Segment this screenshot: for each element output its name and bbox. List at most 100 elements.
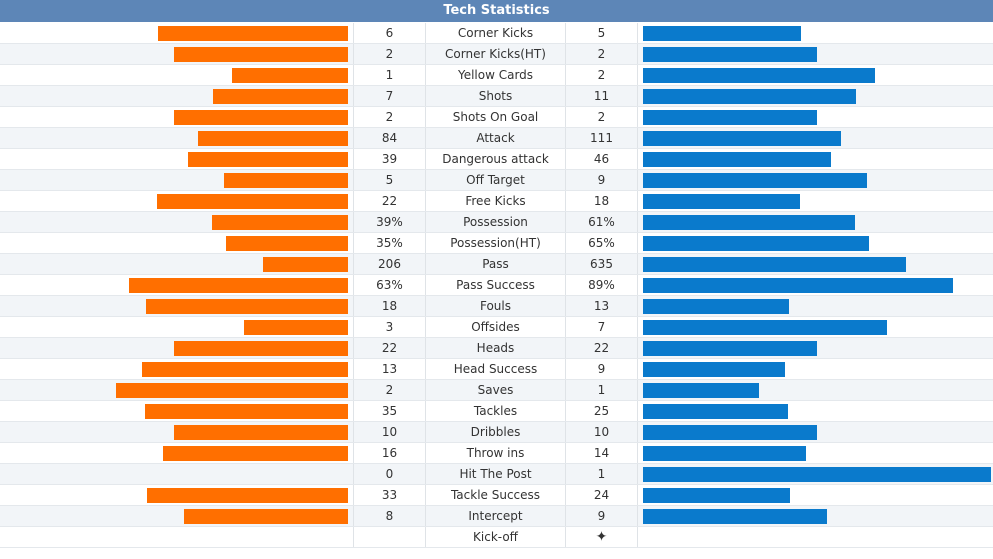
away-bar (643, 131, 841, 146)
home-bar (174, 425, 348, 440)
away-bar-cell (637, 296, 993, 317)
away-bar (643, 404, 788, 419)
home-bar-cell (0, 296, 353, 317)
home-bar (147, 488, 348, 503)
home-bar (116, 383, 348, 398)
stat-row-yellow-cards: 1 Yellow Cards 2 (0, 65, 993, 86)
stat-name: Heads (425, 338, 566, 359)
away-bar (643, 68, 875, 83)
stat-row-free-kicks: 22 Free Kicks 18 (0, 191, 993, 212)
home-bar (174, 341, 348, 356)
away-bar-cell (637, 443, 993, 464)
stat-name: Fouls (425, 296, 566, 317)
stat-row-possession: 39% Possession 61% (0, 212, 993, 233)
away-bar-cell (637, 44, 993, 65)
away-bar (643, 215, 855, 230)
home-bar (146, 299, 348, 314)
home-bar (163, 446, 348, 461)
away-bar (643, 341, 817, 356)
home-value: 84 (353, 128, 425, 149)
stats-table: 6 Corner Kicks 5 2 Corner Kicks(HT) 2 1 Yellow … (0, 23, 993, 548)
home-value: 22 (353, 191, 425, 212)
stat-row-pass-success: 63% Pass Success 89% (0, 275, 993, 296)
home-value: 1 (353, 65, 425, 86)
stat-name: Hit The Post (425, 464, 566, 485)
away-bar-cell (637, 149, 993, 170)
stat-name: Dangerous attack (425, 149, 566, 170)
home-bar-cell (0, 170, 353, 191)
away-bar (643, 152, 831, 167)
home-bar-cell (0, 254, 353, 275)
home-value: 2 (353, 44, 425, 65)
home-bar-cell (0, 443, 353, 464)
home-bar-cell (0, 86, 353, 107)
stat-name: Possession (425, 212, 566, 233)
stat-row-pass: 206 Pass 635 (0, 254, 993, 275)
stat-name: Attack (425, 128, 566, 149)
stat-name: Tackle Success (425, 485, 566, 506)
away-bar-cell (637, 401, 993, 422)
stat-row-corner-kicks: 6 Corner Kicks 5 (0, 23, 993, 44)
home-value: 33 (353, 485, 425, 506)
away-value: 89% (588, 278, 615, 292)
away-bar (643, 425, 817, 440)
home-bar (232, 68, 348, 83)
away-bar (643, 26, 801, 41)
away-value: 65% (588, 236, 615, 250)
stat-row-tackle-success: 33 Tackle Success 24 (0, 485, 993, 506)
home-bar-cell (0, 317, 353, 338)
away-value: 7 (597, 320, 606, 334)
home-bar-cell (0, 44, 353, 65)
away-value: 13 (593, 299, 610, 313)
away-value: 1 (597, 383, 606, 397)
away-bar-cell (637, 107, 993, 128)
away-bar-cell (637, 464, 993, 485)
away-bar (643, 509, 827, 524)
home-bar-cell (0, 506, 353, 527)
away-bar-cell (637, 191, 993, 212)
away-value: 14 (593, 446, 610, 460)
stat-name: Yellow Cards (425, 65, 566, 86)
away-bar (643, 110, 817, 125)
home-bar (174, 110, 348, 125)
home-value: 2 (353, 107, 425, 128)
home-bar-cell (0, 23, 353, 44)
home-bar (263, 257, 348, 272)
home-value: 63% (353, 275, 425, 296)
away-bar-cell (637, 65, 993, 86)
away-bar (643, 194, 800, 209)
home-bar (142, 362, 348, 377)
away-bar-cell (637, 128, 993, 149)
home-value: 8 (353, 506, 425, 527)
away-value: 1 (597, 467, 606, 481)
away-bar (643, 362, 785, 377)
home-value: 10 (353, 422, 425, 443)
home-bar (145, 404, 348, 419)
away-bar-cell (637, 86, 993, 107)
stat-row-intercept: 8 Intercept 9 (0, 506, 993, 527)
stat-name: Pass Success (425, 275, 566, 296)
away-value: 46 (593, 152, 610, 166)
away-value: ✦ (566, 527, 637, 548)
home-bar (212, 215, 348, 230)
away-bar-cell (637, 506, 993, 527)
home-value: 22 (353, 338, 425, 359)
stat-row-corner-kicks-ht: 2 Corner Kicks(HT) 2 (0, 44, 993, 65)
home-bar (184, 509, 348, 524)
home-bar-cell (0, 485, 353, 506)
stat-row-hit-the-post: 0 Hit The Post 1 (0, 464, 993, 485)
stat-name: Free Kicks (425, 191, 566, 212)
home-bar (244, 320, 348, 335)
stat-row-heads: 22 Heads 22 (0, 338, 993, 359)
away-value: 9 (597, 362, 606, 376)
away-bar-cell (637, 233, 993, 254)
stat-row-throw-ins: 16 Throw ins 14 (0, 443, 993, 464)
home-value: 0 (353, 464, 425, 485)
away-bar (643, 173, 867, 188)
home-bar (129, 278, 348, 293)
home-value: 35 (353, 401, 425, 422)
home-value: 39% (353, 212, 425, 233)
home-bar-cell (0, 275, 353, 296)
stat-name: Corner Kicks(HT) (425, 44, 566, 65)
away-value: 11 (593, 89, 610, 103)
